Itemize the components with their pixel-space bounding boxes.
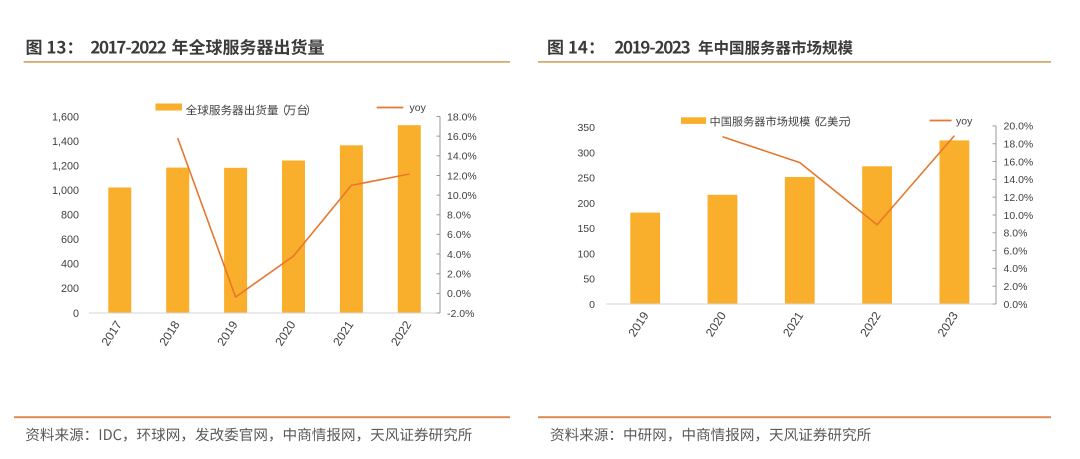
svg-text:600: 600 [61,234,79,246]
svg-text:6.0%: 6.0% [447,229,471,241]
svg-text:-2.0%: -2.0% [447,308,474,320]
svg-text:0.0%: 0.0% [447,288,471,300]
svg-text:1,600: 1,600 [52,111,79,123]
svg-text:4.0%: 4.0% [447,249,471,261]
svg-text:2.0%: 2.0% [447,269,471,281]
svg-text:350: 350 [577,122,595,134]
svg-text:18.0%: 18.0% [447,111,477,123]
svg-text:50: 50 [583,274,595,286]
svg-text:16.0%: 16.0% [447,131,477,143]
svg-text:100: 100 [577,248,595,260]
svg-text:18.0%: 18.0% [1004,139,1034,151]
svg-text:1,400: 1,400 [52,136,79,148]
svg-text:0.0%: 0.0% [1004,299,1028,311]
svg-text:300: 300 [577,147,595,159]
svg-text:8.0%: 8.0% [1004,228,1028,240]
svg-text:800: 800 [61,210,79,222]
svg-text:0: 0 [589,299,595,311]
svg-text:0: 0 [73,308,79,320]
svg-text:14.0%: 14.0% [447,151,477,163]
svg-text:8.0%: 8.0% [447,210,471,222]
svg-text:200: 200 [577,198,595,210]
svg-text:12.0%: 12.0% [1004,192,1034,204]
svg-text:200: 200 [61,283,79,295]
svg-text:yoy: yoy [956,116,973,128]
svg-text:10.0%: 10.0% [1004,210,1034,222]
svg-text:400: 400 [61,259,79,271]
svg-text:16.0%: 16.0% [1004,156,1034,168]
svg-text:2.0%: 2.0% [1004,281,1028,293]
svg-text:20.0%: 20.0% [1004,121,1034,133]
svg-text:12.0%: 12.0% [447,170,477,182]
svg-text:14.0%: 14.0% [1004,174,1034,186]
svg-text:6.0%: 6.0% [1004,245,1028,257]
svg-text:1,000: 1,000 [52,185,79,197]
svg-text:10.0%: 10.0% [447,190,477,202]
svg-text:yoy: yoy [410,102,427,114]
svg-text:4.0%: 4.0% [1004,263,1028,275]
svg-text:1,200: 1,200 [52,160,79,172]
svg-text:150: 150 [577,223,595,235]
svg-text:250: 250 [577,173,595,185]
